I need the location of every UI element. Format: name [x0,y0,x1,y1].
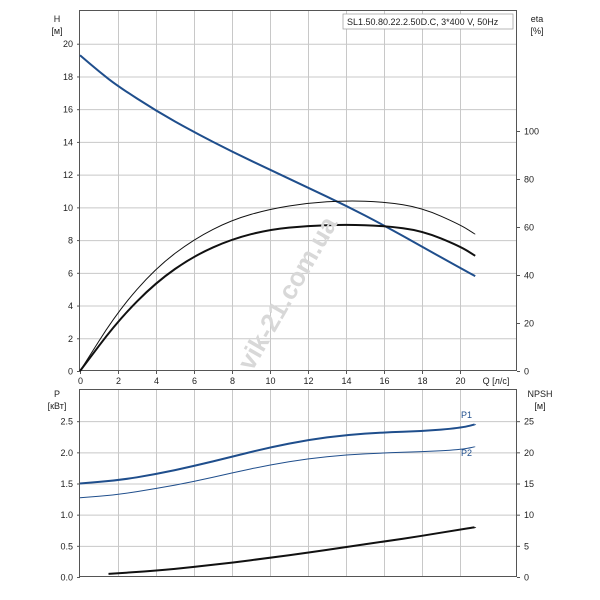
flow-axis-label: Q [л/с] [483,376,510,386]
npsh-tick-label: 5 [524,541,529,551]
efficiency-tick-label: 60 [524,223,534,233]
power-npsh-grid [80,390,517,577]
p1-series-label: P1 [461,410,472,420]
head-tick-label: 16 [63,105,73,115]
x-tick-label: 16 [379,376,389,386]
x-tick-label: 6 [192,376,197,386]
efficiency-tick-label: 40 [524,271,534,281]
head-efficiency-panel: 0 2 4 6 8 10 12 14 16 18 20 0 2 4 6 8 10 12 14 16 18 20 0 20 40 6… [51,10,544,386]
chart-title: SL1.50.80.22.2.50D.C, 3*400 V, 50Hz [347,17,499,27]
npsh-tick-label: 15 [524,479,534,489]
head-efficiency-frame [79,10,517,371]
head-curve [79,54,476,277]
npsh-curve [108,526,477,575]
head-tick-label: 6 [68,268,73,278]
efficiency-curve-thin [79,200,476,372]
npsh-tick-label: 20 [524,448,534,458]
head-tick-label: 10 [63,203,73,213]
power-axis-label: P [54,389,60,399]
power-npsh-ticks: 0.0 0.5 1.0 1.5 2.0 2.5 0 5 10 15 20 25 [60,417,534,583]
head-axis-unit: [м] [51,26,62,36]
npsh-axis-unit: [м] [534,401,545,411]
power-tick-label: 2.5 [60,417,73,427]
head-tick-label: 8 [68,236,73,246]
npsh-tick-label: 25 [524,417,534,427]
p1-power-curve [79,423,477,485]
head-tick-label: 20 [63,39,73,49]
efficiency-axis-label: eta [531,14,544,24]
efficiency-tick-label: 80 [524,175,534,185]
efficiency-tick-label: 20 [524,319,534,329]
head-tick-label: 0 [68,367,73,377]
power-npsh-frame [79,389,517,577]
npsh-tick-label: 10 [524,510,534,520]
x-tick-label: 20 [455,376,465,386]
efficiency-tick-label: 100 [524,127,539,137]
power-tick-label: 1.0 [60,510,73,520]
power-tick-label: 2.0 [60,448,73,458]
head-tick-label: 18 [63,72,73,82]
power-npsh-series [79,423,477,575]
x-tick-label: 4 [154,376,159,386]
npsh-axis-label: NPSH [527,389,552,399]
head-efficiency-series [79,54,476,372]
head-efficiency-ticks: 0 2 4 6 8 10 12 14 16 18 20 0 2 4 6 8 10 12 14 16 18 20 0 20 40 6… [63,39,539,386]
x-tick-label: 8 [230,376,235,386]
power-tick-label: 1.5 [60,479,73,489]
chart-title-box [342,13,514,30]
efficiency-axis-unit: [%] [530,26,543,36]
x-tick-label: 0 [78,376,83,386]
head-tick-label: 14 [63,137,73,147]
power-tick-label: 0.5 [60,541,73,551]
x-tick-label: 2 [116,376,121,386]
head-tick-label: 2 [68,334,73,344]
head-tick-label: 12 [63,170,73,180]
npsh-tick-label: 0 [524,573,529,583]
efficiency-tick-label: 0 [524,367,529,377]
p2-series-label: P2 [461,448,472,458]
x-tick-label: 12 [303,376,313,386]
power-axis-unit: [кВт] [48,401,67,411]
x-tick-label: 10 [265,376,275,386]
head-efficiency-grid [80,11,517,371]
x-tick-label: 14 [341,376,351,386]
x-tick-label: 18 [417,376,427,386]
power-npsh-panel: 0.0 0.5 1.0 1.5 2.0 2.5 0 5 10 15 20 25 P [кВт] NPS… [48,389,553,583]
p2-power-curve [79,446,476,499]
power-tick-label: 0.0 [60,573,73,583]
head-tick-label: 4 [68,301,73,311]
efficiency-curve-thick [79,223,476,372]
head-axis-label: H [54,14,61,24]
